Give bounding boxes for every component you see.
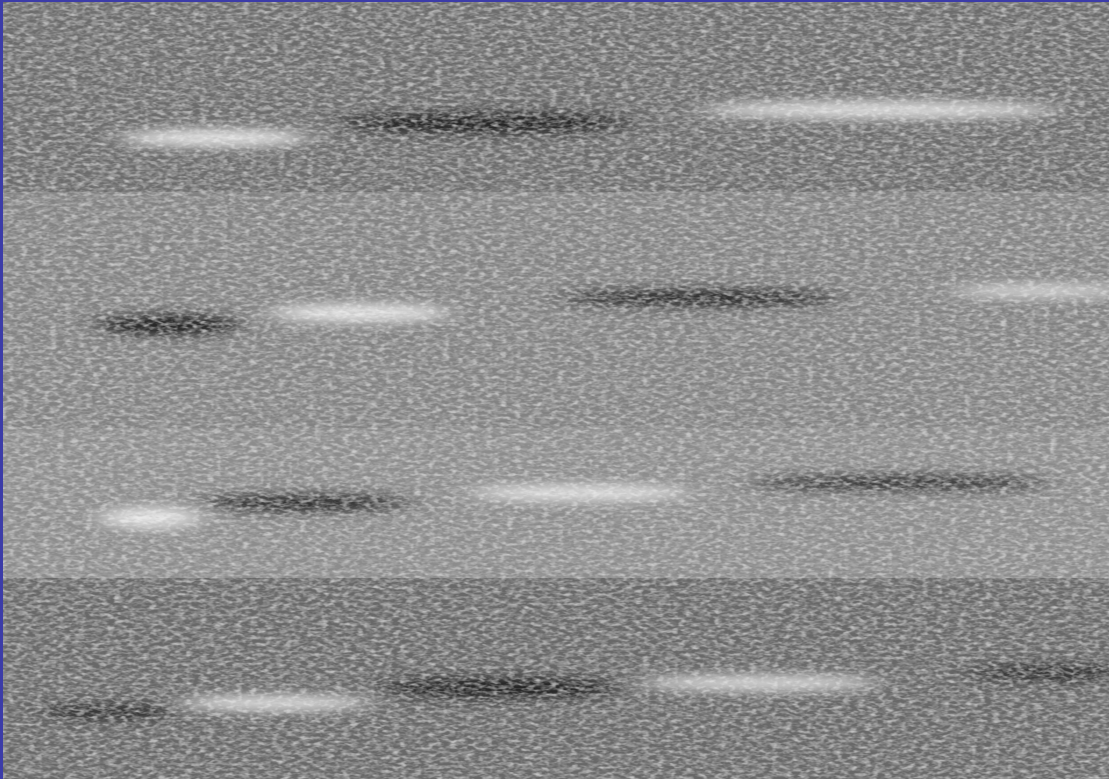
noisy-image [0,0,1109,779]
light-noise [0,0,1109,779]
border-left [0,0,3,779]
border-top [0,0,1109,2]
page [0,0,1109,779]
